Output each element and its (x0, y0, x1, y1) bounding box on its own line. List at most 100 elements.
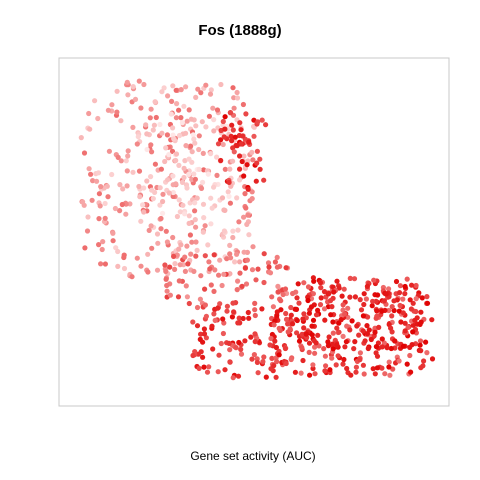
scatter-point (292, 369, 298, 375)
scatter-point (236, 132, 242, 139)
scatter-point (321, 289, 328, 295)
scatter-point (171, 136, 177, 142)
scatter-point (138, 263, 144, 269)
scatter-point (246, 139, 252, 145)
scatter-point (81, 150, 88, 156)
scatter-point (270, 304, 276, 310)
scatter-point (218, 157, 224, 164)
scatter-point (148, 223, 154, 229)
scatter-point (249, 356, 255, 362)
scatter-point (237, 166, 243, 172)
scatter-point (275, 289, 281, 295)
scatter-point (200, 179, 206, 185)
scatter-point (413, 282, 419, 289)
scatter-point (417, 321, 423, 327)
scatter-point (224, 303, 230, 309)
scatter-point (360, 313, 366, 319)
scatter-point (230, 375, 236, 381)
scatter-point (86, 166, 92, 172)
scatter-point (389, 304, 395, 310)
scatter-point (138, 105, 144, 111)
scatter-point (266, 264, 272, 270)
scatter-point (211, 128, 217, 134)
scatter-point (310, 362, 316, 368)
scatter-point (317, 280, 324, 286)
scatter-point (342, 311, 348, 317)
scatter-point (234, 251, 240, 257)
scatter-point (205, 242, 211, 248)
scatter-point (118, 118, 124, 124)
scatter-point (181, 103, 187, 109)
scatter-point (203, 335, 209, 341)
scatter-point (215, 305, 221, 311)
scatter-point (211, 184, 217, 190)
scatter-point (305, 284, 312, 290)
scatter-point (274, 254, 280, 260)
scatter-point (193, 94, 199, 100)
scatter-point (157, 202, 163, 208)
scatter-point (326, 334, 332, 340)
scatter-point (233, 345, 239, 351)
scatter-point (190, 352, 196, 359)
scatter-point (181, 174, 187, 181)
scatter-point (250, 157, 256, 163)
scatter-point (344, 323, 350, 329)
scatter-point (160, 191, 166, 197)
scatter-point (192, 140, 198, 146)
scatter-point (89, 197, 95, 203)
scatter-point (186, 300, 192, 307)
scatter-point (193, 253, 199, 259)
scatter-point (235, 278, 241, 284)
scatter-point (282, 345, 288, 352)
scatter-point (310, 317, 317, 323)
scatter-point (272, 318, 278, 324)
scatter-point (351, 346, 357, 352)
scatter-point (208, 87, 214, 93)
scatter-point (140, 202, 146, 208)
scatter-point (210, 346, 216, 352)
scatter-point (106, 148, 112, 154)
scatter-point (331, 289, 337, 295)
scatter-point (163, 268, 169, 274)
scatter-point (408, 369, 414, 375)
scatter-point (135, 134, 141, 140)
scatter-point (318, 295, 324, 301)
scatter-point (363, 296, 369, 302)
scatter-point (170, 193, 176, 199)
scatter-point (391, 298, 397, 304)
scatter-point (259, 306, 265, 312)
scatter-point (145, 251, 151, 257)
scatter-point (231, 309, 237, 315)
scatter-point (387, 372, 393, 378)
scatter-point (410, 300, 416, 306)
scatter-point (283, 265, 289, 271)
scatter-point (115, 263, 121, 269)
scatter-point (201, 215, 207, 221)
scatter-point (299, 331, 305, 337)
scatter-point (199, 119, 205, 125)
scatter-point (222, 166, 228, 172)
scatter-point (230, 158, 236, 164)
scatter-point (245, 309, 251, 316)
scatter-point (263, 122, 269, 128)
scatter-point (299, 345, 305, 351)
scatter-point (365, 345, 371, 352)
scatter-point (364, 283, 370, 289)
scatter-point (218, 137, 224, 143)
scatter-point (364, 323, 370, 329)
scatter-point (219, 195, 226, 201)
scatter-point (191, 136, 197, 142)
scatter-point (374, 308, 380, 314)
scatter-point (296, 300, 302, 306)
scatter-point (138, 218, 144, 224)
scatter-point (234, 143, 240, 149)
scatter-point (276, 325, 282, 331)
scatter-point (310, 365, 316, 372)
scatter-point (249, 189, 255, 195)
scatter-point (165, 177, 171, 183)
scatter-point (226, 179, 232, 185)
scatter-point (198, 273, 204, 279)
scatter-point (307, 372, 313, 378)
scatter-point (357, 350, 363, 356)
scatter-point (197, 296, 203, 302)
